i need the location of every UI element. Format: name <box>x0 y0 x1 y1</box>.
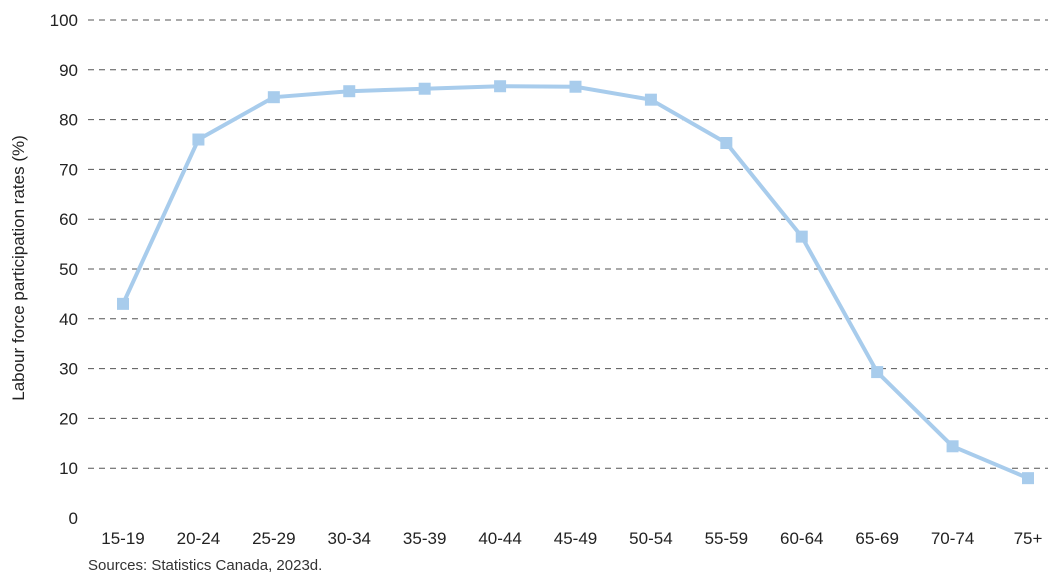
x-tick-label: 60-64 <box>780 529 823 548</box>
y-axis-label: Labour force participation rates (%) <box>9 135 28 401</box>
y-tick-label: 70 <box>59 160 78 179</box>
x-tick-label: 70-74 <box>931 529 974 548</box>
data-point-marker <box>494 80 507 93</box>
y-tick-label: 10 <box>59 459 78 478</box>
y-tick-label: 40 <box>59 310 78 329</box>
data-point-marker <box>720 137 733 150</box>
series-line <box>121 84 1030 481</box>
x-tick-label: 15-19 <box>101 529 144 548</box>
data-point-marker <box>871 366 884 379</box>
y-tick-label: 0 <box>69 509 78 528</box>
y-tick-label: 90 <box>59 61 78 80</box>
x-tick-label: 75+ <box>1014 529 1043 548</box>
x-tick-label: 20-24 <box>177 529 220 548</box>
data-point-marker <box>569 80 582 93</box>
x-tick-label: 50-54 <box>629 529 672 548</box>
y-tick-label: 60 <box>59 210 78 229</box>
x-tick-label: 65-69 <box>855 529 898 548</box>
y-tick-label: 30 <box>59 360 78 379</box>
data-point-marker <box>946 440 959 453</box>
x-axis-tick-labels: 15-19 20-24 25-29 30-34 35-39 40-44 45-49 50-54… <box>101 529 1042 548</box>
y-tick-label: 80 <box>59 111 78 130</box>
x-tick-label: 40-44 <box>478 529 521 548</box>
data-point-marker <box>267 91 280 104</box>
source-note: Sources: Statistics Canada, 2023d. <box>88 557 322 574</box>
data-point-marker <box>117 297 129 310</box>
series-layer <box>117 80 1034 485</box>
data-point-marker <box>795 230 808 243</box>
data-point-marker <box>644 93 657 106</box>
y-tick-label: 100 <box>50 11 78 30</box>
y-tick-label: 50 <box>59 260 78 279</box>
gridlines <box>88 19 1048 469</box>
x-tick-label: 45-49 <box>554 529 597 548</box>
data-point-marker <box>343 85 356 98</box>
x-tick-label: 55-59 <box>705 529 748 548</box>
x-tick-label: 35-39 <box>403 529 446 548</box>
y-tick-label: 20 <box>59 409 78 428</box>
x-tick-label: 30-34 <box>328 529 371 548</box>
data-point-marker <box>418 82 431 95</box>
x-tick-label: 25-29 <box>252 529 295 548</box>
data-point-marker <box>192 133 205 146</box>
y-axis-tick-labels: 0 10 20 30 40 50 60 70 80 90 100 <box>50 11 78 528</box>
data-point-marker <box>1022 472 1034 485</box>
